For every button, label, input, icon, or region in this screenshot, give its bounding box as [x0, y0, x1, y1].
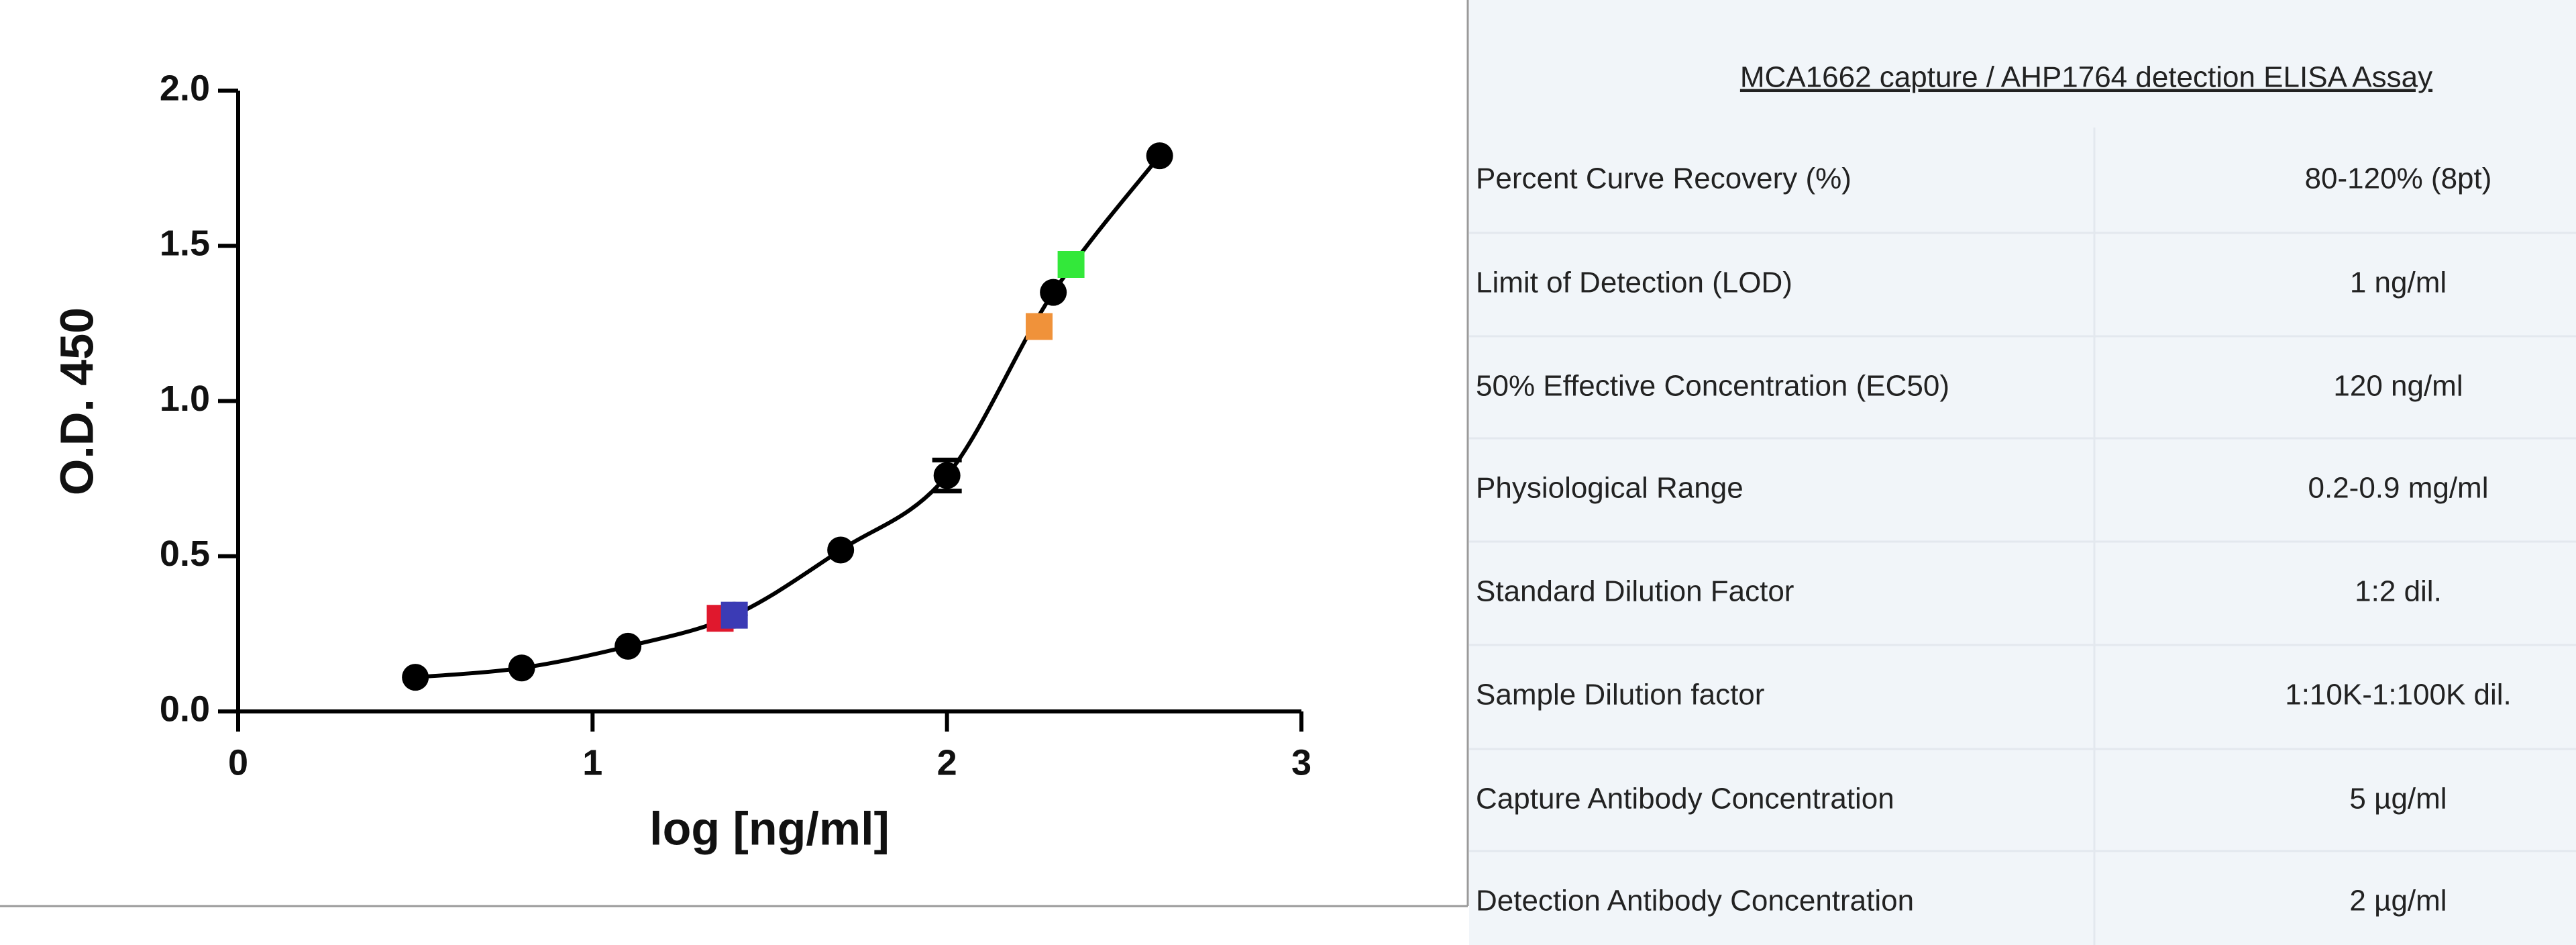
x-tick-label: 2 — [937, 742, 957, 783]
row-label: Capture Antibody Concentration — [1476, 783, 1894, 815]
x-tick-label: 3 — [1291, 742, 1311, 783]
row-label: Percent Curve Recovery (%) — [1476, 162, 1851, 195]
row-value: 80-120% (8pt) — [2305, 162, 2492, 195]
row-value: 120 ng/ml — [2333, 370, 2463, 403]
y-tick-label: 0.5 — [160, 534, 210, 574]
data-point — [402, 664, 429, 691]
data-point — [827, 536, 855, 564]
y-tick-label: 0.0 — [160, 689, 210, 729]
x-tick-label: 0 — [228, 742, 248, 783]
sample-point — [1057, 251, 1085, 278]
row-value: 5 µg/ml — [2349, 783, 2447, 815]
row-value: 2 µg/ml — [2349, 885, 2447, 917]
sample-point — [1026, 313, 1053, 340]
row-label: Standard Dilution Factor — [1476, 575, 1794, 608]
data-point — [1040, 279, 1067, 306]
row-label: Limit of Detection (LOD) — [1476, 266, 1792, 299]
row-value: 1:2 dil. — [2355, 575, 2442, 608]
x-tick-label: 1 — [582, 742, 602, 783]
row-value: 1 ng/ml — [2350, 266, 2447, 299]
y-tick-label: 1.5 — [160, 223, 210, 264]
sample-point — [720, 601, 748, 629]
fit-curve — [415, 154, 1162, 680]
row-value: 1:10K-1:100K dil. — [2285, 679, 2512, 711]
y-tick-label: 1.0 — [160, 379, 210, 419]
row-label: Sample Dilution factor — [1476, 679, 1764, 711]
data-point — [508, 654, 535, 682]
table-panel — [1469, 0, 2576, 945]
y-axis-title: O.D. 450 — [50, 307, 103, 495]
data-point — [933, 462, 961, 489]
row-label: Detection Antibody Concentration — [1476, 885, 1914, 917]
row-label: Physiological Range — [1476, 472, 1743, 505]
data-point — [1146, 142, 1173, 170]
row-value: 0.2-0.9 mg/ml — [2308, 472, 2489, 505]
data-point — [614, 632, 642, 660]
y-tick-label: 2.0 — [160, 68, 210, 108]
table-title: MCA1662 capture / AHP1764 detection ELIS… — [1740, 61, 2432, 94]
row-label: 50% Effective Concentration (EC50) — [1476, 370, 1949, 403]
x-axis-title: log [ng/ml] — [649, 802, 890, 854]
